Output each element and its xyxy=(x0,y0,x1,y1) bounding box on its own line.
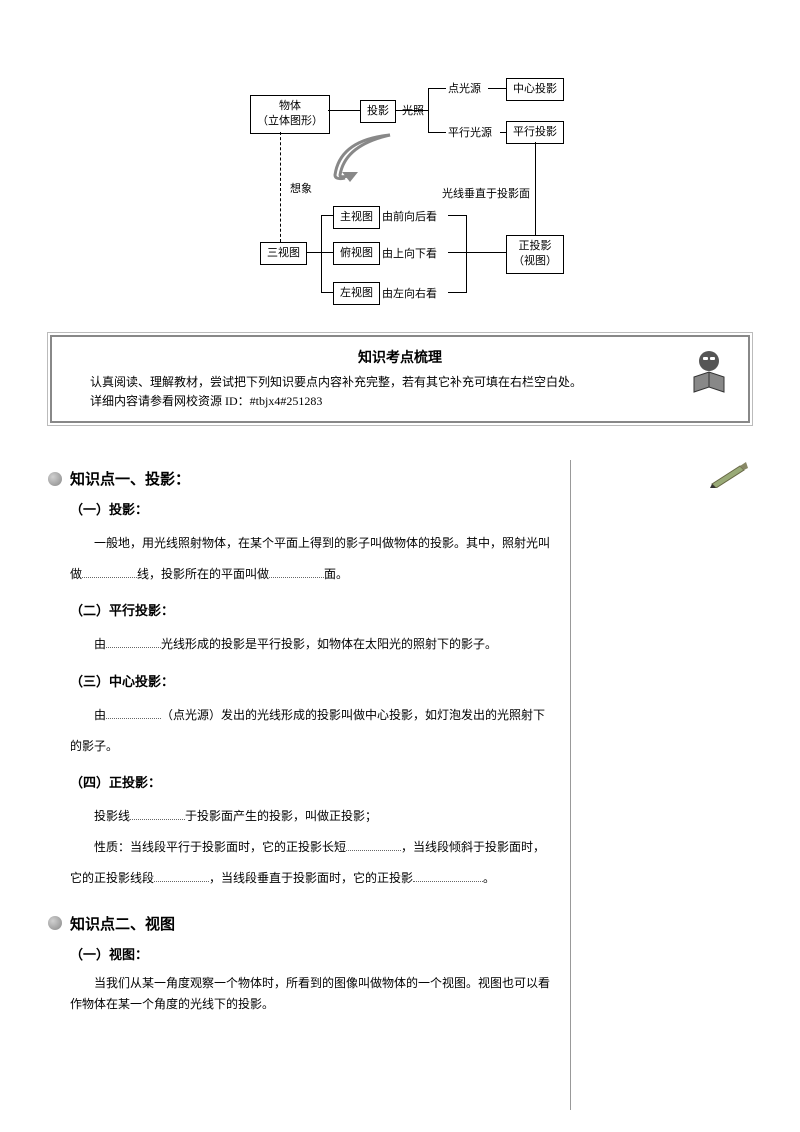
blank-field[interactable] xyxy=(82,566,137,578)
sub-1-1-title: （一）投影： xyxy=(70,499,750,518)
text-span: 投影线 xyxy=(94,809,130,823)
top-view-desc: 由上向下看 xyxy=(382,245,437,261)
parallel-projection-box: 平行投影 xyxy=(506,121,564,144)
left-view-desc: 由左向右看 xyxy=(382,285,437,301)
three-views-box: 三视图 xyxy=(260,242,307,265)
info-box-text-1: 认真阅读、理解教材，尝试把下列知识要点内容补充完整，若有其它补充可填在右栏空白处… xyxy=(66,373,734,392)
top-view-box: 俯视图 xyxy=(333,242,380,265)
blank-field[interactable] xyxy=(154,870,209,882)
text-span: 。 xyxy=(483,871,495,885)
blank-field[interactable] xyxy=(346,839,401,851)
sub-1-2-para: 由 光线形成的投影是平行投影，如物体在太阳光的照射下的影子。 xyxy=(70,629,550,660)
blank-field[interactable] xyxy=(106,636,161,648)
perpendicular-label: 光线垂直于投影面 xyxy=(442,185,530,201)
blank-field[interactable] xyxy=(413,870,483,882)
text-span: 由 xyxy=(94,708,106,722)
reading-person-icon xyxy=(684,347,734,397)
section-1-title: 知识点一、投影： xyxy=(70,468,190,489)
curved-arrow-icon xyxy=(330,130,410,190)
main-view-desc: 由前向后看 xyxy=(382,208,437,224)
center-projection-box: 中心投影 xyxy=(506,78,564,101)
section-2-title: 知识点二、视图 xyxy=(70,913,175,934)
text-span: 光线形成的投影是平行投影，如物体在太阳光的照射下的影子。 xyxy=(161,637,497,651)
sub-1-3-title: （三）中心投影： xyxy=(70,671,750,690)
point-light-label: 点光源 xyxy=(448,80,481,96)
sub-1-4-para: 投影线 于投影面产生的投影，叫做正投影； xyxy=(70,801,550,832)
text-span: ，当线段垂直于投影面时，它的正投影 xyxy=(209,871,413,885)
text-span: 性质：当线段平行于投影面时，它的正投影长短 xyxy=(94,840,346,854)
info-box: 知识考点梳理 认真阅读、理解教材，尝试把下列知识要点内容补充完整，若有其它补充可… xyxy=(50,335,750,423)
object-box: 物体 （立体图形） xyxy=(250,95,330,134)
blank-field[interactable] xyxy=(106,707,161,719)
info-box-text-2: 详细内容请参看网校资源 ID：#tbjx4#251283 xyxy=(66,392,734,411)
text-span: 由 xyxy=(94,637,106,651)
left-view-box: 左视图 xyxy=(333,282,380,305)
ortho-projection-box: 正投影 （视图） xyxy=(506,235,564,274)
content-area: 知识点一、投影： （一）投影： 一般地，用光线照射物体，在某个平面上得到的影子叫… xyxy=(50,460,750,1016)
section-2-header: 知识点二、视图 xyxy=(50,913,750,934)
blank-field[interactable] xyxy=(269,566,324,578)
sub-2-1-para: 当我们从某一角度观察一个物体时，所看到的图像叫做物体的一个视图。视图也可以看作物… xyxy=(70,973,550,1016)
sub-1-3-para: 由（点光源）发出的光线形成的投影叫做中心投影，如灯泡发出的光照射下的影子。 xyxy=(70,700,550,762)
text-span: 于投影面产生的投影，叫做正投影； xyxy=(185,809,377,823)
section-1-header: 知识点一、投影： xyxy=(50,468,750,489)
sub-1-4-para-2: 性质：当线段平行于投影面时，它的正投影长短，当线段倾斜于投影面时，它的正投影线段… xyxy=(70,832,550,894)
sub-2-1-title: （一）视图： xyxy=(70,944,750,963)
info-box-title: 知识考点梳理 xyxy=(66,347,734,367)
sub-1-4-title: （四）正投影： xyxy=(70,772,750,791)
concept-diagram: 物体 （立体图形） 投影 光照 点光源 中心投影 平行光源 平行投影 光线垂直于… xyxy=(220,70,600,310)
imagine-label: 想象 xyxy=(290,180,312,196)
main-view-box: 主视图 xyxy=(333,206,380,229)
parallel-light-label: 平行光源 xyxy=(448,124,492,140)
blank-field[interactable] xyxy=(130,808,185,820)
bullet-icon xyxy=(48,472,62,486)
text-span: 面。 xyxy=(324,567,348,581)
projection-box: 投影 xyxy=(360,100,396,123)
sub-1-1-para: 一般地，用光线照射物体，在某个平面上得到的影子叫做物体的投影。其中，照射光叫做线… xyxy=(70,528,550,590)
bullet-icon xyxy=(48,916,62,930)
text-span: 线，投影所在的平面叫做 xyxy=(137,567,269,581)
sub-1-2-title: （二）平行投影： xyxy=(70,600,750,619)
